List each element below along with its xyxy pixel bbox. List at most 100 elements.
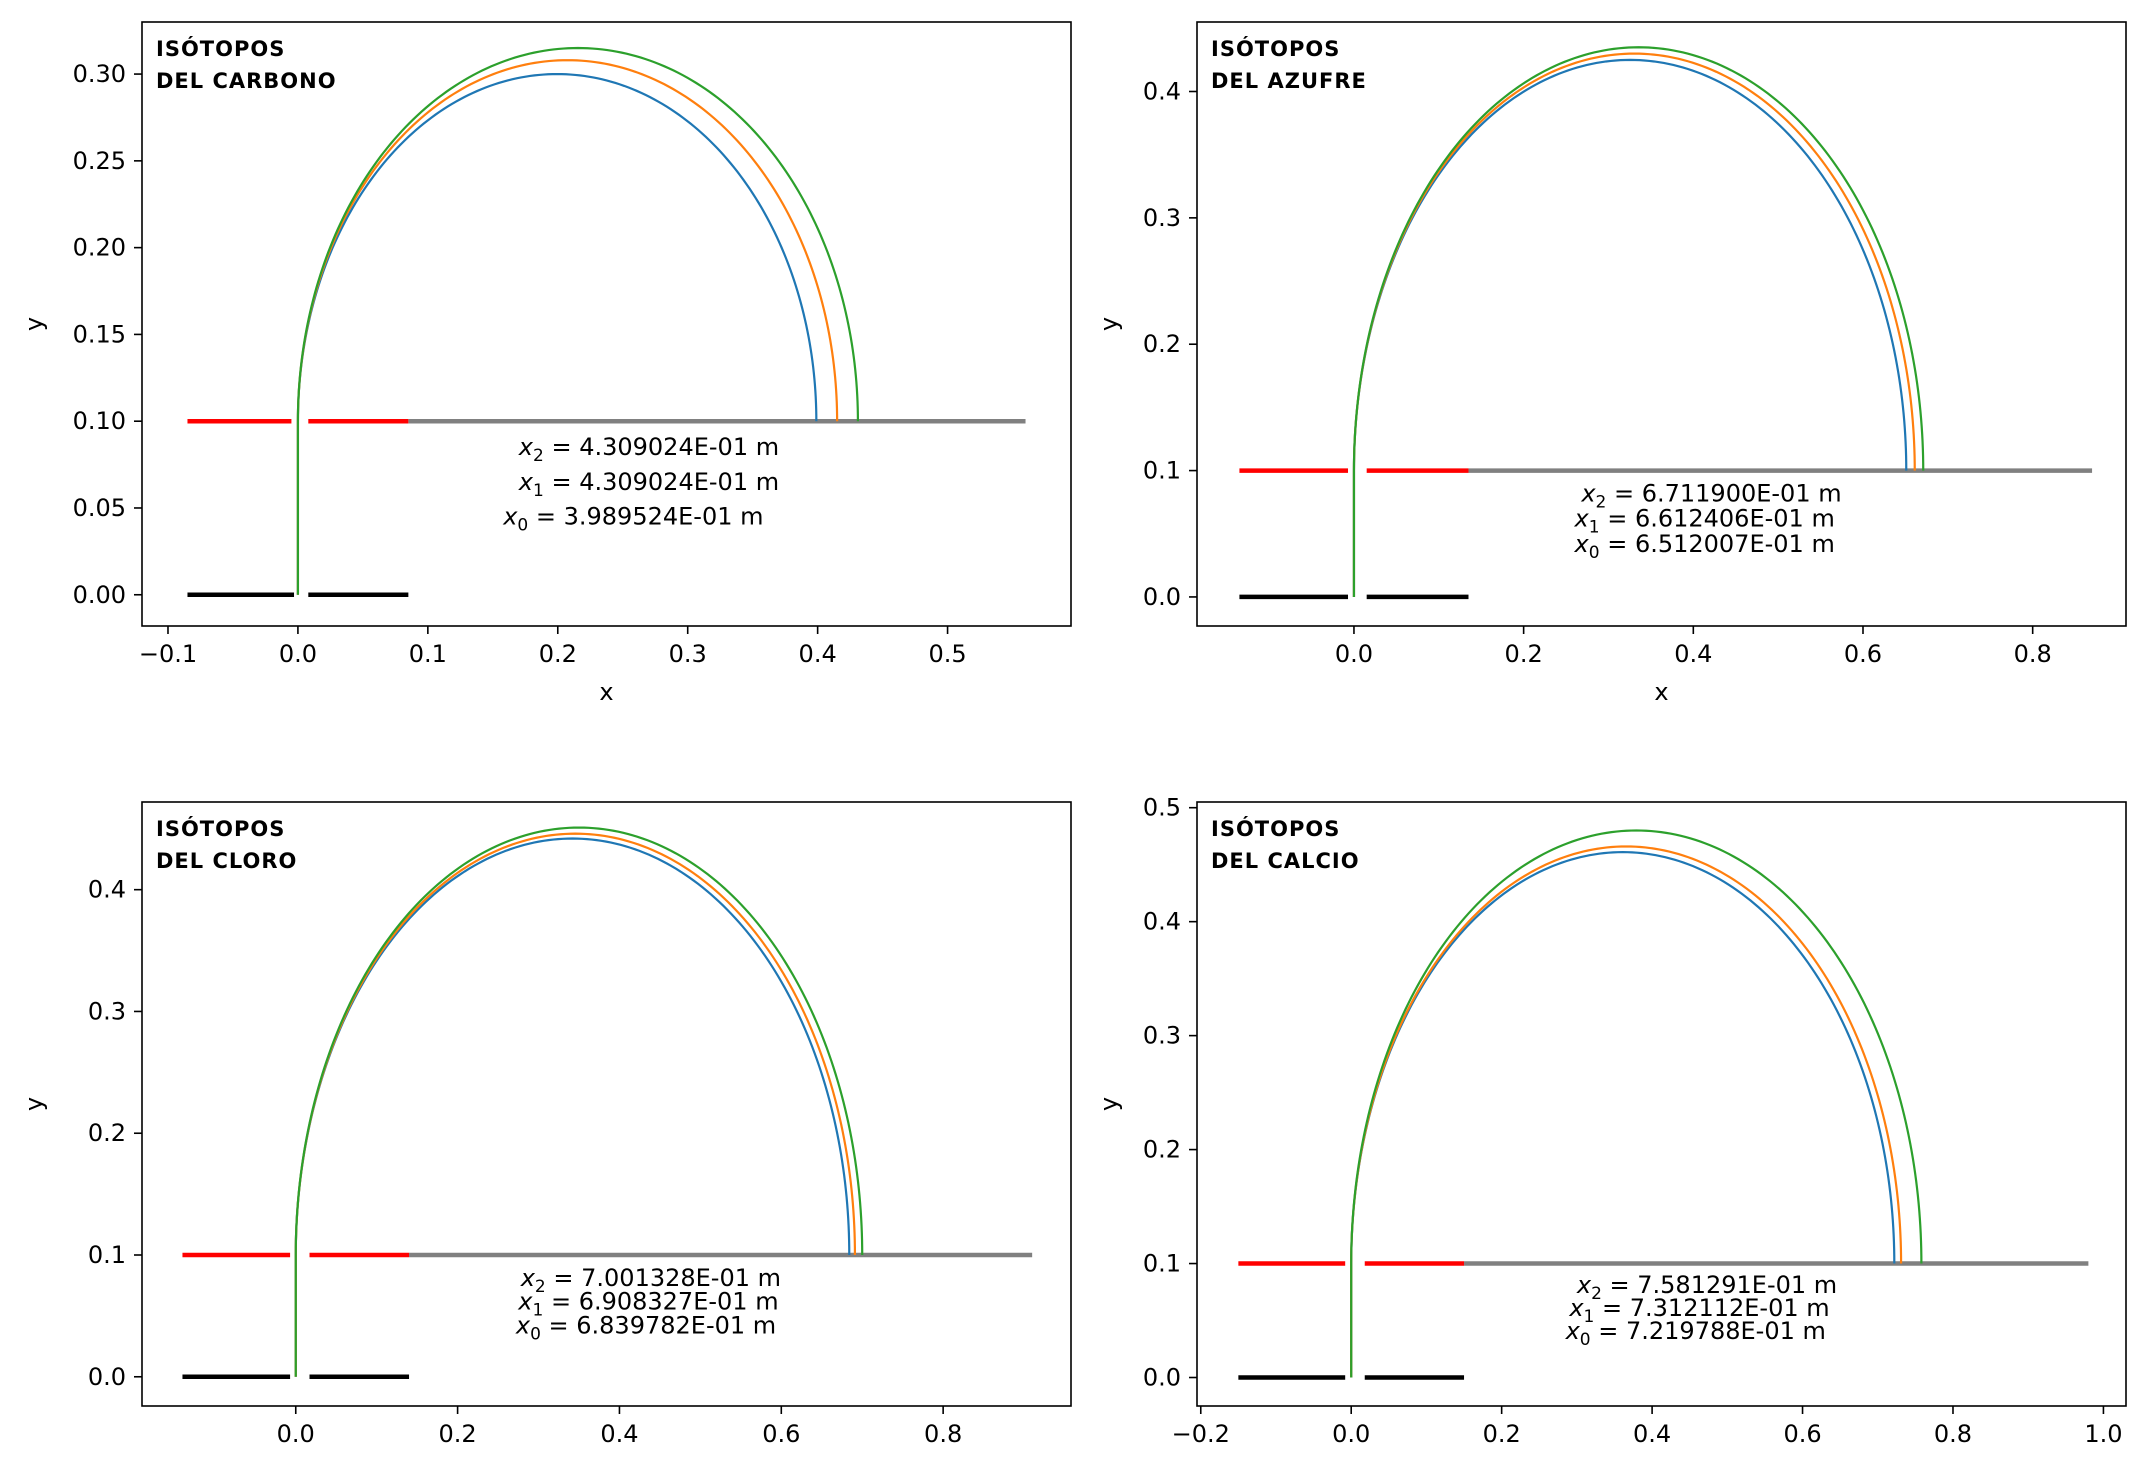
annotation-value: 7.312112E-01 m [1630, 1294, 1830, 1322]
annotation-x0: x0 = 7.219788E-01 m [1565, 1317, 1826, 1350]
panel-title-line-1: ISÓTOPOS [1211, 36, 1340, 61]
trajectory-1 [1350, 845, 1903, 1378]
y-tick-label: 0.2 [1143, 330, 1181, 358]
annotation-value: 7.581291E-01 m [1637, 1271, 1837, 1299]
y-tick-label: 0.1 [88, 1241, 126, 1269]
annotation-value: 6.512007E-01 m [1635, 530, 1835, 558]
annotation-subscript: 0 [517, 516, 528, 536]
annotation-equals: = [1591, 1317, 1626, 1345]
annotation-variable: x [1574, 530, 1590, 558]
axes-frame [141, 801, 1072, 1407]
x-tick-label: 0.0 [277, 1420, 315, 1448]
annotation-x1: x1 = 6.908327E-01 m [517, 1287, 778, 1320]
chart-panel-3: 0.0 0.2 0.4 0.6 0.8 0.0 0.1 0.2 0.3 0.4 y ISÓTOPOS D… [20, 801, 1072, 1448]
x-axis-label: x [599, 678, 613, 706]
plot-area [1239, 46, 2093, 600]
annotation-subscript: 2 [1591, 1284, 1602, 1304]
axes-frame [1196, 21, 2127, 627]
x-tick-label: 0.6 [762, 1420, 800, 1448]
x-tick-label: 0.0 [1335, 640, 1373, 668]
annotation-variable: x [1568, 1294, 1584, 1322]
annotation-x2: x2 = 4.309024E-01 m [518, 433, 779, 466]
y-tick-label: 0.3 [1143, 1022, 1181, 1050]
annotation-variable: x [1580, 479, 1596, 507]
chart-panel-4: −0.2 0.0 0.2 0.4 0.6 0.8 1.0 0.0 0.1 0.2 0.3 0.4 0.5… [1095, 794, 2127, 1448]
annotation-x0: x0 = 6.839782E-01 m [515, 1312, 776, 1345]
axes-frame [1196, 801, 2127, 1407]
x-tick-label: 0.2 [439, 1420, 477, 1448]
y-tick-label: 0.05 [73, 494, 126, 522]
x-tick-label: 0.4 [799, 640, 837, 668]
annotation-subscript: 0 [1580, 1330, 1591, 1350]
annotation-subscript: 1 [533, 481, 544, 501]
plot-area [1238, 829, 2089, 1380]
annotation-x1: x1 = 6.612406E-01 m [1574, 505, 1835, 538]
y-tick-label: 0.00 [73, 581, 126, 609]
annotation-value: 6.839782E-01 m [576, 1312, 776, 1340]
plot-area [182, 826, 1033, 1380]
trajectory-2 [294, 826, 864, 1377]
x-tick-label: 0.4 [600, 1420, 638, 1448]
annotation-value: 4.309024E-01 m [579, 433, 779, 461]
chart-panel-2: 0.0 0.2 0.4 0.6 0.80.00.10.20.30.4xyISÓTOPOS… [1095, 21, 2127, 706]
x-tick-label: 0.2 [539, 640, 577, 668]
y-tick-label: 0.25 [73, 147, 126, 175]
y-tick-label: 0.4 [88, 876, 126, 904]
annotation-variable: x [502, 503, 518, 531]
annotation-value: 6.612406E-01 m [1635, 505, 1835, 533]
panel-title-line-2: DEL AZUFRE [1211, 69, 1367, 93]
annotation-subscript: 0 [530, 1325, 541, 1345]
panel-title-line-2: DEL CLORO [156, 849, 297, 873]
y-axis-label: y [1095, 317, 1123, 331]
annotation-value: 6.908327E-01 m [579, 1287, 779, 1315]
annotation-variable: x [518, 433, 534, 461]
y-axis-label: y [20, 1097, 48, 1111]
y-tick-label: 0.30 [73, 60, 126, 88]
annotation-variable: x [520, 1264, 536, 1292]
trajectory-2 [1350, 829, 1923, 1378]
annotation-equals: = [544, 468, 579, 496]
annotation-equals: = [1594, 1294, 1629, 1322]
x-tick-label: 0.1 [409, 640, 447, 668]
y-tick-label: 0.5 [1143, 794, 1181, 822]
x-tick-label: 1.0 [2084, 1420, 2122, 1448]
annotation-value: 7.001328E-01 m [581, 1264, 781, 1292]
annotation-equals: = [1600, 505, 1635, 533]
x-tick-label: 0.0 [279, 640, 317, 668]
x-tick-label: 0.6 [1783, 1420, 1821, 1448]
x-tick-label: 0.2 [1505, 640, 1543, 668]
y-tick-label: 0.20 [73, 234, 126, 262]
trajectory-2 [296, 46, 860, 595]
trajectory-2 [1352, 46, 1925, 597]
annotation-x2: x2 = 7.581291E-01 m [1576, 1271, 1837, 1304]
annotation-subscript: 1 [532, 1300, 543, 1320]
annotation-x0: x0 = 3.989524E-01 m [502, 503, 763, 536]
y-tick-label: 0.15 [73, 320, 126, 348]
annotation-variable: x [518, 468, 534, 496]
annotation-x0: x0 = 6.512007E-01 m [1574, 530, 1835, 563]
annotation-x2: x2 = 6.711900E-01 m [1580, 479, 1841, 512]
x-tick-label: −0.1 [139, 640, 197, 668]
annotation-equals: = [1606, 479, 1641, 507]
annotation-subscript: 0 [1589, 543, 1600, 563]
y-tick-label: 0.2 [88, 1119, 126, 1147]
y-tick-label: 0.10 [73, 407, 126, 435]
panel-title-line-1: ISÓTOPOS [156, 36, 285, 61]
annotation-subscript: 1 [1584, 1307, 1595, 1327]
y-tick-label: 0.0 [1143, 583, 1181, 611]
annotation-equals: = [1600, 530, 1635, 558]
annotation-variable: x [515, 1312, 531, 1340]
annotation-variable: x [1574, 505, 1590, 533]
chart-panel-1: −0.1 0.0 0.1 0.2 0.3 0.4 0.5 0.00 0.05 0.10 0.15 0.… [20, 21, 1072, 706]
annotation-equals: = [541, 1312, 576, 1340]
x-tick-label: 0.5 [928, 640, 966, 668]
annotation-subscript: 2 [1596, 492, 1607, 512]
y-tick-label: 0.1 [1143, 1250, 1181, 1278]
annotation-value: 6.711900E-01 m [1642, 479, 1842, 507]
axes-frame [141, 21, 1072, 627]
x-tick-label: −0.2 [1172, 1420, 1230, 1448]
panel-title-line-1: ISÓTOPOS [156, 816, 285, 841]
x-tick-label: 0.4 [1633, 1420, 1671, 1448]
annotation-value: 7.219788E-01 m [1626, 1317, 1826, 1345]
